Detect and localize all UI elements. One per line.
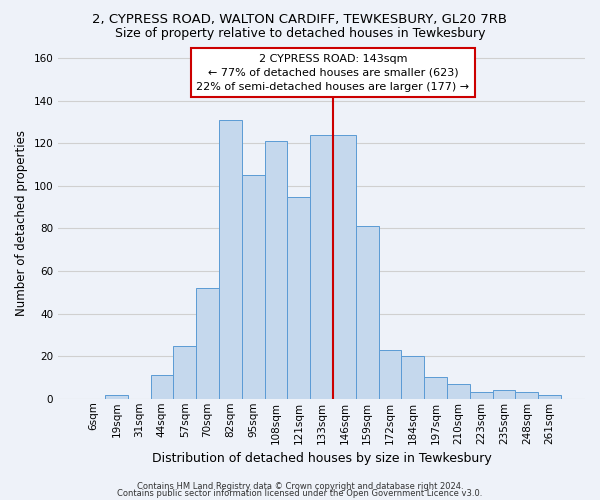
- Bar: [219, 120, 242, 399]
- Bar: [151, 376, 173, 399]
- Bar: [424, 378, 447, 399]
- Bar: [379, 350, 401, 399]
- Bar: [538, 394, 561, 399]
- Bar: [287, 196, 310, 399]
- Text: 2, CYPRESS ROAD, WALTON CARDIFF, TEWKESBURY, GL20 7RB: 2, CYPRESS ROAD, WALTON CARDIFF, TEWKESB…: [92, 12, 508, 26]
- Bar: [196, 288, 219, 399]
- Bar: [310, 135, 333, 399]
- X-axis label: Distribution of detached houses by size in Tewkesbury: Distribution of detached houses by size …: [152, 452, 491, 465]
- Text: 2 CYPRESS ROAD: 143sqm
← 77% of detached houses are smaller (623)
22% of semi-de: 2 CYPRESS ROAD: 143sqm ← 77% of detached…: [196, 54, 470, 92]
- Text: Contains public sector information licensed under the Open Government Licence v3: Contains public sector information licen…: [118, 490, 482, 498]
- Y-axis label: Number of detached properties: Number of detached properties: [15, 130, 28, 316]
- Bar: [401, 356, 424, 399]
- Bar: [265, 141, 287, 399]
- Bar: [356, 226, 379, 399]
- Text: Size of property relative to detached houses in Tewkesbury: Size of property relative to detached ho…: [115, 28, 485, 40]
- Text: Contains HM Land Registry data © Crown copyright and database right 2024.: Contains HM Land Registry data © Crown c…: [137, 482, 463, 491]
- Bar: [470, 392, 493, 399]
- Bar: [242, 175, 265, 399]
- Bar: [105, 394, 128, 399]
- Bar: [515, 392, 538, 399]
- Bar: [333, 135, 356, 399]
- Bar: [447, 384, 470, 399]
- Bar: [493, 390, 515, 399]
- Bar: [173, 346, 196, 399]
